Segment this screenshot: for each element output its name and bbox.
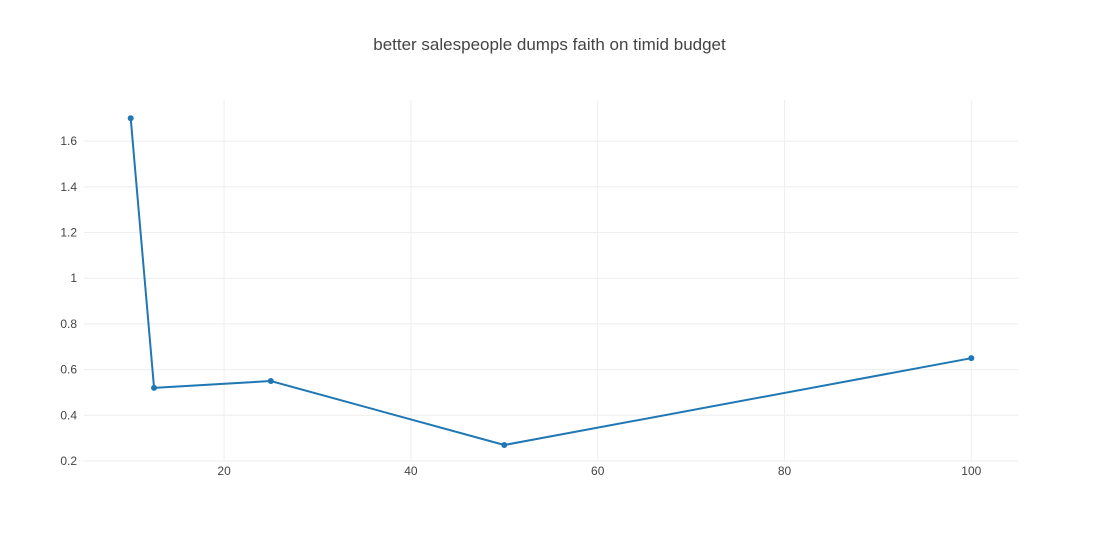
y-tick-label: 0.8 — [60, 317, 77, 331]
y-tick-label: 0.2 — [60, 454, 77, 468]
data-point[interactable] — [968, 355, 975, 362]
x-tick-label: 100 — [961, 464, 981, 478]
y-tick-label: 0.4 — [60, 408, 77, 422]
data-point[interactable] — [501, 442, 508, 449]
y-axis-ticks: 0.2 0.4 0.6 0.8 1 1.2 1.4 1.6 — [60, 134, 77, 468]
data-point[interactable] — [151, 384, 158, 391]
x-tick-label: 40 — [404, 464, 418, 478]
y-tick-label: 1.6 — [60, 134, 77, 148]
series-layer — [127, 115, 975, 449]
grid — [84, 100, 1018, 462]
data-point[interactable] — [267, 378, 274, 385]
y-tick-label: 1 — [70, 271, 77, 285]
chart-title: better salespeople dumps faith on timid … — [373, 35, 726, 54]
series-line — [129, 118, 972, 447]
x-tick-label: 80 — [778, 464, 792, 478]
x-axis-ticks: 20 40 60 80 100 — [217, 464, 981, 478]
data-point[interactable] — [127, 115, 134, 122]
y-tick-label: 0.6 — [60, 363, 77, 377]
x-tick-label: 20 — [217, 464, 231, 478]
x-tick-label: 60 — [591, 464, 605, 478]
y-tick-label: 1.4 — [60, 180, 77, 194]
y-tick-label: 1.2 — [60, 226, 77, 240]
